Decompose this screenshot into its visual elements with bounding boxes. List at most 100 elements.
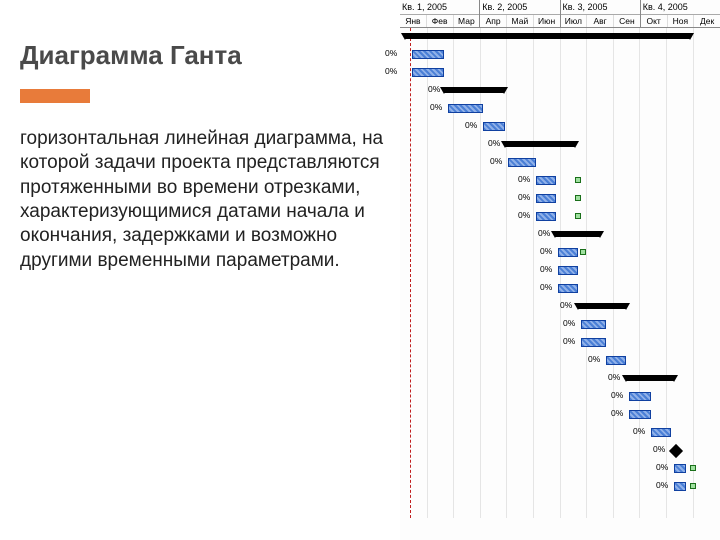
progress-label: 0%: [633, 426, 645, 436]
progress-label: 0%: [465, 120, 477, 130]
milestone-diamond[interactable]: [669, 444, 683, 458]
progress-label: 0%: [385, 48, 397, 58]
gantt-timeline-header: Кв. 1, 2005ЯнвФевМарКв. 2, 2005АпрМайИюн…: [400, 0, 720, 28]
month-row: ЯнвФевМар: [400, 15, 479, 27]
gantt-row: 0%: [400, 118, 720, 136]
gantt-row: 0%: [400, 478, 720, 496]
progress-label: 0%: [490, 156, 502, 166]
task-bar[interactable]: [483, 122, 505, 131]
gantt-row: 0%: [400, 262, 720, 280]
month-label: Окт: [641, 15, 667, 27]
gantt-row: 0%: [400, 154, 720, 172]
progress-label: 0%: [563, 318, 575, 328]
task-bar[interactable]: [412, 50, 444, 59]
task-bar[interactable]: [448, 104, 483, 113]
gantt-row: 0%: [400, 82, 720, 100]
task-bar[interactable]: [674, 464, 686, 473]
summary-bar[interactable]: [405, 33, 690, 39]
task-bar[interactable]: [508, 158, 536, 167]
page-title: Диаграмма Ганта: [20, 40, 390, 71]
task-bar[interactable]: [581, 338, 606, 347]
task-bar[interactable]: [558, 248, 578, 257]
resource-mark: [690, 483, 696, 489]
task-bar[interactable]: [651, 428, 671, 437]
progress-label: 0%: [430, 102, 442, 112]
month-label: Апр: [480, 15, 506, 27]
gantt-row: 0%: [400, 460, 720, 478]
progress-label: 0%: [656, 480, 668, 490]
gantt-row: 0%: [400, 208, 720, 226]
summary-bar[interactable]: [578, 303, 626, 309]
progress-label: 0%: [611, 390, 623, 400]
summary-bar[interactable]: [444, 87, 504, 93]
month-label: Ноя: [667, 15, 694, 27]
gantt-row: 0%: [400, 298, 720, 316]
month-label: Авг: [586, 15, 613, 27]
quarter-column: Кв. 3, 2005ИюлАвгСен: [560, 0, 640, 27]
gantt-row: 0%: [400, 406, 720, 424]
gantt-body: 0%0%0%0%0%0%0%0%0%0%0%0%0%0%0%0%0%0%0%0%…: [400, 28, 720, 518]
progress-label: 0%: [540, 282, 552, 292]
progress-label: 0%: [656, 462, 668, 472]
quarter-column: Кв. 1, 2005ЯнвФевМар: [400, 0, 479, 27]
quarter-column: Кв. 4, 2005ОктНояДек: [640, 0, 720, 27]
gantt-row: 0%: [400, 226, 720, 244]
month-label: Фев: [426, 15, 453, 27]
resource-mark: [575, 195, 581, 201]
summary-bar[interactable]: [626, 375, 674, 381]
month-label: Янв: [400, 15, 426, 27]
quarter-label: Кв. 4, 2005: [641, 0, 720, 15]
gantt-row: 0%: [400, 280, 720, 298]
resource-mark: [580, 249, 586, 255]
task-bar[interactable]: [558, 266, 578, 275]
task-bar[interactable]: [536, 194, 556, 203]
gantt-row: 0%: [400, 316, 720, 334]
progress-label: 0%: [518, 192, 530, 202]
month-label: Дек: [693, 15, 720, 27]
progress-label: 0%: [611, 408, 623, 418]
gantt-row: 0%: [400, 100, 720, 118]
gantt-row: 0%: [400, 442, 720, 460]
task-bar[interactable]: [674, 482, 686, 491]
gantt-chart: Кв. 1, 2005ЯнвФевМарКв. 2, 2005АпрМайИюн…: [400, 0, 720, 540]
task-bar[interactable]: [629, 392, 651, 401]
gantt-row: 0%: [400, 172, 720, 190]
task-bar[interactable]: [558, 284, 578, 293]
month-label: Май: [506, 15, 533, 27]
progress-label: 0%: [540, 246, 552, 256]
progress-label: 0%: [428, 84, 440, 94]
quarter-label: Кв. 2, 2005: [480, 0, 559, 15]
gantt-row: 0%: [400, 370, 720, 388]
progress-label: 0%: [488, 138, 500, 148]
gantt-row: 0%: [400, 334, 720, 352]
task-bar[interactable]: [536, 212, 556, 221]
gantt-row: 0%: [400, 424, 720, 442]
progress-label: 0%: [653, 444, 665, 454]
quarter-column: Кв. 2, 2005АпрМайИюн: [479, 0, 559, 27]
gantt-row: 0%: [400, 352, 720, 370]
accent-bar: [20, 89, 90, 103]
month-row: ИюлАвгСен: [561, 15, 640, 27]
month-label: Сен: [613, 15, 640, 27]
month-label: Июл: [561, 15, 587, 27]
progress-label: 0%: [385, 66, 397, 76]
gantt-row: 0%: [400, 190, 720, 208]
gantt-row: 0%: [400, 64, 720, 82]
month-label: Июн: [533, 15, 560, 27]
task-bar[interactable]: [536, 176, 556, 185]
task-bar[interactable]: [581, 320, 606, 329]
resource-mark: [575, 177, 581, 183]
progress-label: 0%: [538, 228, 550, 238]
month-label: Мар: [453, 15, 480, 27]
summary-bar[interactable]: [555, 231, 600, 237]
task-bar[interactable]: [412, 68, 444, 77]
task-bar[interactable]: [629, 410, 651, 419]
progress-label: 0%: [540, 264, 552, 274]
summary-bar[interactable]: [505, 141, 575, 147]
gantt-row: 0%: [400, 388, 720, 406]
quarter-label: Кв. 3, 2005: [561, 0, 640, 15]
progress-label: 0%: [518, 210, 530, 220]
task-bar[interactable]: [606, 356, 626, 365]
description-text: горизонтальная линейная диаграмма, на ко…: [20, 127, 390, 273]
progress-label: 0%: [560, 300, 572, 310]
